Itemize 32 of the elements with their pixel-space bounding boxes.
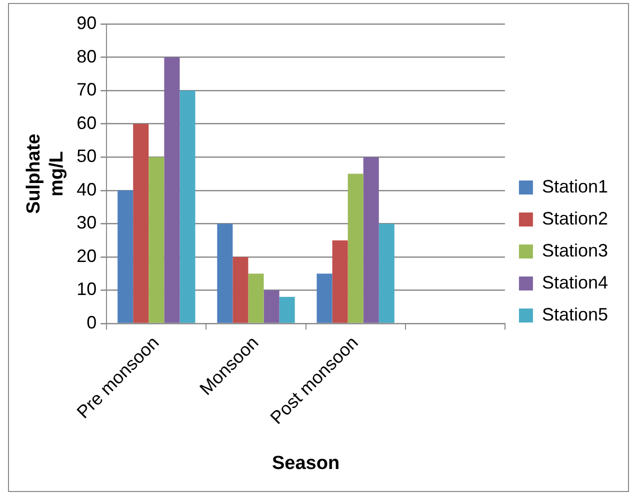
bar: [164, 57, 180, 323]
bar: [332, 240, 348, 323]
y-tick-label: 60: [76, 112, 97, 133]
legend-label: Station3: [542, 240, 608, 260]
legend-label: Station1: [542, 176, 608, 196]
y-tick-label: 10: [76, 279, 97, 300]
bar: [133, 124, 149, 323]
bar: [217, 224, 233, 323]
y-tick-label: 30: [76, 212, 97, 233]
bar: [118, 190, 134, 323]
bar: [148, 157, 164, 323]
bar: [180, 90, 196, 323]
bar: [363, 157, 379, 323]
y-tick-label: 0: [86, 312, 97, 333]
bar: [232, 256, 248, 323]
bar: [378, 224, 394, 323]
bar: [264, 290, 280, 323]
y-tick-label: 20: [76, 246, 97, 266]
y-tick-label: 90: [76, 12, 97, 33]
y-axis-title: Sulphate mg/L: [24, 134, 68, 214]
bar: [279, 296, 295, 323]
bar: [348, 174, 364, 323]
x-axis-title: Season: [272, 452, 340, 474]
bar: [248, 274, 264, 323]
legend-label: Station2: [542, 208, 608, 228]
legend-label: Station4: [542, 272, 608, 292]
bar: [316, 274, 332, 323]
legend-label: Station5: [542, 304, 608, 324]
y-tick-label: 50: [76, 146, 97, 166]
y-tick-label: 70: [76, 80, 97, 100]
y-tick-label: 80: [76, 46, 97, 66]
y-tick-label: 40: [76, 179, 97, 200]
